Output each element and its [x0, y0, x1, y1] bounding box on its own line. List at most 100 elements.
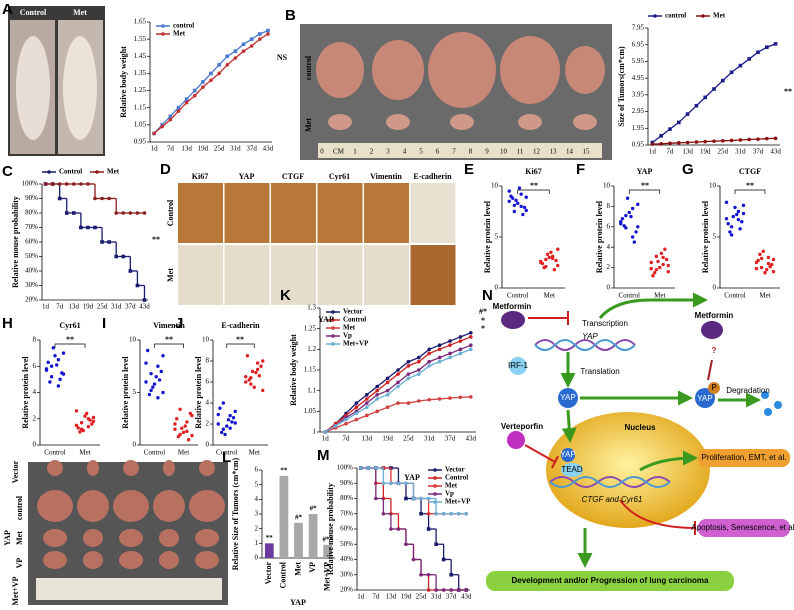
data-point: [519, 192, 523, 196]
chart-title: YAP: [637, 167, 653, 176]
tumor: [500, 36, 560, 104]
y-tick-label: 1.95: [632, 124, 645, 132]
tumor: [119, 529, 143, 547]
legend-label: Met: [173, 30, 186, 38]
data-point: [437, 343, 442, 348]
panel-letter: D: [160, 161, 171, 178]
data-point: [456, 588, 461, 592]
x-tick-label: Met: [178, 449, 189, 457]
y-tick-label: 0.95: [134, 138, 147, 146]
data-point: [142, 298, 147, 302]
data-point: [434, 542, 438, 547]
panel-letter: K: [280, 287, 291, 304]
data-point: [522, 205, 527, 210]
data-point: [736, 209, 741, 214]
data-point: [685, 112, 690, 116]
data-point: [507, 189, 511, 193]
significance-bracket: [628, 189, 661, 194]
x-tick-label: Met: [759, 292, 770, 300]
legend-marker: [433, 468, 437, 472]
y-tick-label: 1: [313, 428, 317, 436]
data-point: [729, 70, 734, 75]
diagram-label: Verteporfin: [501, 422, 543, 431]
y-axis-label: Relative body weight: [119, 46, 128, 118]
data-point: [100, 240, 104, 244]
data-point: [448, 396, 452, 400]
data-point: [56, 357, 61, 362]
x-tick-label: 43d: [461, 593, 472, 601]
data-point: [426, 511, 431, 516]
tumor: [573, 114, 597, 130]
data-point: [547, 255, 551, 260]
data-point: [619, 222, 623, 226]
tumor: [386, 114, 410, 130]
data-point: [661, 255, 665, 260]
significance-bracket: [734, 189, 766, 194]
data-point: [61, 372, 66, 376]
data-point: [156, 364, 160, 368]
data-point: [128, 269, 133, 273]
x-tick-label: 43d: [139, 303, 150, 311]
data-point: [184, 100, 189, 105]
data-point: [426, 572, 431, 577]
annotation: YAP: [318, 315, 334, 324]
y-tick-label: 5: [255, 480, 259, 488]
data-point: [257, 374, 262, 378]
ihc-tile: [410, 245, 456, 305]
data-point: [756, 137, 760, 141]
data-point: [152, 382, 157, 386]
data-point: [464, 588, 469, 592]
x-tick-label: 31d: [230, 145, 241, 153]
data-point: [81, 428, 86, 433]
column-label: Cyr61: [329, 172, 350, 181]
data-point: [649, 260, 653, 265]
data-point: [44, 368, 49, 372]
data-point: [509, 194, 513, 198]
photo-label: YAP: [3, 530, 12, 546]
bar: [279, 475, 289, 558]
ihc-tile: [178, 245, 223, 305]
x-tick-label: 19d: [83, 303, 94, 311]
arrow: [598, 292, 708, 320]
y-tick-label: 50%: [340, 540, 353, 548]
data-point: [365, 393, 369, 397]
data-point: [741, 211, 746, 216]
significance-bracket: [517, 189, 550, 194]
data-point: [249, 37, 254, 41]
ruler-label: 10: [500, 148, 508, 156]
y-tick-label: 70%: [340, 509, 353, 517]
data-point: [651, 274, 655, 278]
data-point: [249, 44, 254, 48]
y-tick-label: 2: [607, 263, 611, 271]
data-point: [620, 216, 625, 221]
photo-label: Met: [304, 118, 313, 132]
data-point: [458, 351, 463, 356]
data-point: [244, 380, 248, 384]
tumor: [518, 114, 542, 130]
data-point: [419, 496, 423, 501]
legend-marker: [161, 32, 165, 36]
y-tick-label: 50%: [25, 252, 38, 260]
data-point: [72, 211, 76, 215]
data-point: [738, 138, 743, 142]
data-point: [192, 93, 197, 98]
annotation: YAP: [404, 473, 420, 482]
ruler-label: 7: [452, 148, 456, 156]
x-tick-label: 1d: [322, 435, 330, 443]
data-point: [365, 405, 369, 410]
photo-label: Control: [20, 8, 47, 17]
y-tick-label: 1.15: [304, 366, 317, 374]
arrow: [639, 450, 698, 472]
data-point: [630, 235, 635, 239]
data-point: [654, 267, 659, 272]
data-point: [261, 388, 265, 393]
data-point: [765, 45, 769, 50]
data-point: [396, 481, 401, 486]
data-point: [185, 420, 189, 424]
photo-label: Met: [15, 531, 24, 545]
data-point: [188, 411, 192, 416]
significance-bracket: [154, 343, 184, 348]
ihc-tile: [410, 183, 456, 243]
data-point: [216, 412, 220, 417]
data-point: [168, 114, 173, 119]
